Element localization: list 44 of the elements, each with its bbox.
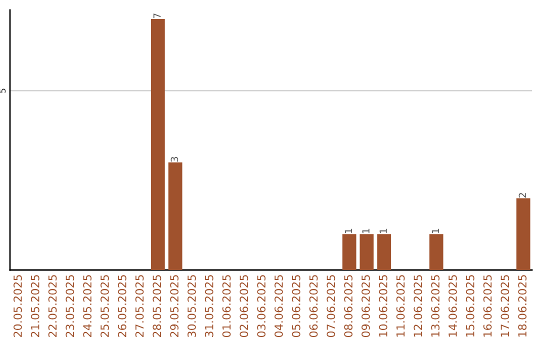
x-tick-label: 04.06.2025 <box>274 275 283 338</box>
data-label: 1 <box>362 228 370 234</box>
x-tick-label: 30.05.2025 <box>188 275 196 337</box>
x-tick-label: 06.06.2025 <box>309 275 318 338</box>
x-tick-label: 03.06.2025 <box>257 275 266 338</box>
x-tick-label: 02.06.2025 <box>240 275 248 338</box>
bar <box>168 162 182 270</box>
x-tick-label: 08.06.2025 <box>344 275 353 338</box>
x-tick-label: 09.06.2025 <box>362 275 370 338</box>
data-label: 7 <box>153 14 161 18</box>
x-tick-label: 18.06.2025 <box>518 275 527 337</box>
data-label: 1 <box>432 228 439 234</box>
bar <box>429 234 444 270</box>
x-tick-label: 21.05.2025 <box>30 275 40 337</box>
data-label: 1 <box>380 228 387 234</box>
data-label: 2 <box>518 193 526 198</box>
x-tick-label: 05.06.2025 <box>292 275 300 338</box>
bar <box>516 198 530 270</box>
x-tick-label: 16.06.2025 <box>483 275 492 337</box>
x-tick-label: 10.06.2025 <box>378 275 388 337</box>
bar <box>150 18 165 270</box>
bar <box>342 234 356 270</box>
x-tick-label: 07.06.2025 <box>326 275 336 338</box>
data-label: 3 <box>170 157 178 162</box>
bar <box>360 234 374 270</box>
bar <box>377 234 392 270</box>
x-tick-label: 14.06.2025 <box>448 275 457 337</box>
x-tick-label: 17.06.2025 <box>500 275 510 337</box>
x-tick-label: 15.06.2025 <box>466 275 474 337</box>
x-tick-label: 28.05.2025 <box>152 275 162 337</box>
x-tick-label: 20.05.2025 <box>14 275 22 337</box>
x-tick-label: 23.05.2025 <box>66 275 74 337</box>
x-tick-label: 11.06.2025 <box>396 275 405 337</box>
x-tick-label: 26.05.2025 <box>118 275 126 337</box>
data-label: 1 <box>344 228 352 234</box>
x-tick-label: 12.06.2025 <box>414 275 422 337</box>
x-tick-label: 29.05.2025 <box>170 275 179 337</box>
x-tick-label: 22.05.2025 <box>48 275 57 337</box>
x-tick-label: 24.05.2025 <box>83 275 92 337</box>
x-tick-label: 31.05.2025 <box>204 275 214 337</box>
x-tick-label: 27.05.2025 <box>135 275 144 337</box>
x-tick-label: 25.05.2025 <box>100 275 109 337</box>
x-tick-label: 01.06.2025 <box>222 275 231 338</box>
x-tick-label: 13.06.2025 <box>431 275 440 337</box>
